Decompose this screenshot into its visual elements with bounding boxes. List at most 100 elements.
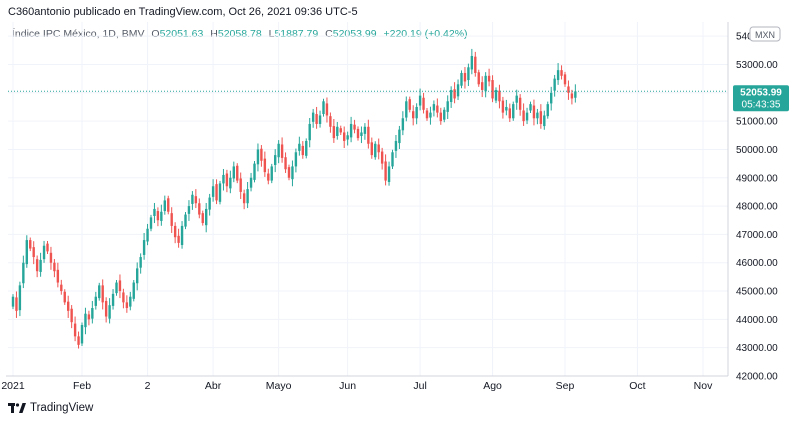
candle-body: [501, 100, 505, 113]
candle-body: [156, 211, 160, 221]
candle-body: [225, 173, 229, 187]
candle: [470, 48, 474, 75]
footer-brand[interactable]: TradingView: [8, 402, 93, 414]
candle-body: [425, 110, 429, 119]
candle: [139, 253, 142, 274]
price-tick-label: 46000.00: [736, 258, 778, 269]
candle-body: [29, 240, 32, 249]
candle-body: [232, 166, 235, 179]
candle: [73, 316, 77, 342]
candle: [570, 89, 574, 105]
time-tick-label: Mayo: [266, 380, 292, 392]
candle-body: [563, 74, 567, 85]
candle: [256, 143, 260, 172]
candle: [180, 221, 184, 249]
candle-body: [550, 92, 553, 104]
candle-body: [56, 269, 60, 283]
candle-body: [101, 285, 104, 303]
open-label: O: [151, 28, 160, 40]
candle-body: [111, 293, 115, 306]
candle: [129, 291, 132, 311]
candle-body: [311, 112, 315, 122]
candle-body: [418, 95, 422, 106]
candle-body: [463, 72, 467, 82]
candle-body: [125, 302, 129, 309]
candle-body: [11, 296, 15, 307]
candle: [205, 202, 208, 233]
candle-body: [153, 208, 156, 216]
candle-body: [177, 235, 180, 243]
candle: [270, 163, 273, 184]
candle: [167, 195, 170, 215]
candle-body: [546, 104, 549, 117]
candle: [277, 140, 280, 164]
candle-body: [18, 285, 22, 311]
candle-body: [287, 167, 291, 178]
candle-body: [242, 193, 246, 204]
candle: [101, 279, 104, 310]
candle: [377, 138, 380, 160]
candle-body: [104, 300, 108, 317]
time-axis[interactable]: 2021 Feb 2 Abr Mayo Jun Jul Ago Sep Oct Nov: [1, 380, 713, 392]
price-tick-label: 45000.00: [736, 287, 778, 298]
candle-body: [284, 157, 287, 170]
candle-body: [187, 206, 191, 214]
candle-body: [167, 198, 170, 212]
candle-body: [491, 80, 494, 99]
candle: [367, 119, 370, 149]
currency-badge[interactable]: MXN: [749, 26, 781, 42]
candle-body: [91, 308, 94, 319]
candle: [405, 96, 408, 122]
candle-body: [294, 152, 298, 167]
candle-body: [370, 142, 373, 156]
high-value: 52058.78: [217, 28, 262, 40]
candle-body: [374, 143, 377, 158]
candle-body: [270, 166, 273, 181]
candle: [494, 87, 498, 104]
candle-body: [336, 126, 339, 136]
candle-body: [498, 90, 501, 102]
candle: [39, 252, 42, 277]
price-axis[interactable]: 42000.00 43000.00 44000.00 45000.00 46000.00…: [736, 32, 778, 383]
candle: [484, 72, 487, 98]
candle: [15, 291, 18, 318]
candle: [353, 119, 356, 134]
low-value: 51887.79: [274, 28, 319, 40]
candle-body: [249, 177, 253, 188]
candle: [567, 80, 570, 100]
candle-body: [415, 106, 418, 119]
candle: [543, 110, 546, 130]
candle: [222, 168, 225, 191]
candle-body: [239, 178, 242, 192]
candle: [91, 300, 94, 324]
candle-body: [60, 284, 63, 292]
price-tick-label: 53000.00: [736, 60, 778, 71]
candle-body: [198, 203, 201, 215]
candle-body: [132, 282, 135, 299]
candle-body: [146, 228, 149, 242]
candle-body: [380, 151, 384, 164]
candle: [370, 137, 373, 159]
candle: [142, 232, 146, 260]
candle-body: [253, 163, 256, 180]
candle: [363, 123, 367, 140]
candle: [298, 136, 301, 156]
candle: [108, 298, 111, 324]
candle-body: [529, 104, 532, 111]
candle-body: [460, 72, 463, 86]
candle-body: [39, 259, 42, 272]
candle-body: [553, 78, 556, 91]
candle: [156, 207, 160, 227]
candle: [522, 103, 525, 126]
candle: [443, 107, 446, 123]
candle: [449, 86, 453, 108]
time-tick-label: Ago: [483, 380, 502, 392]
candle-body: [477, 72, 480, 85]
candle-body: [191, 194, 194, 204]
candle-body: [180, 225, 184, 246]
candle: [508, 103, 511, 122]
candle-body: [267, 173, 270, 181]
candle-body: [236, 165, 239, 181]
candle: [22, 255, 25, 289]
